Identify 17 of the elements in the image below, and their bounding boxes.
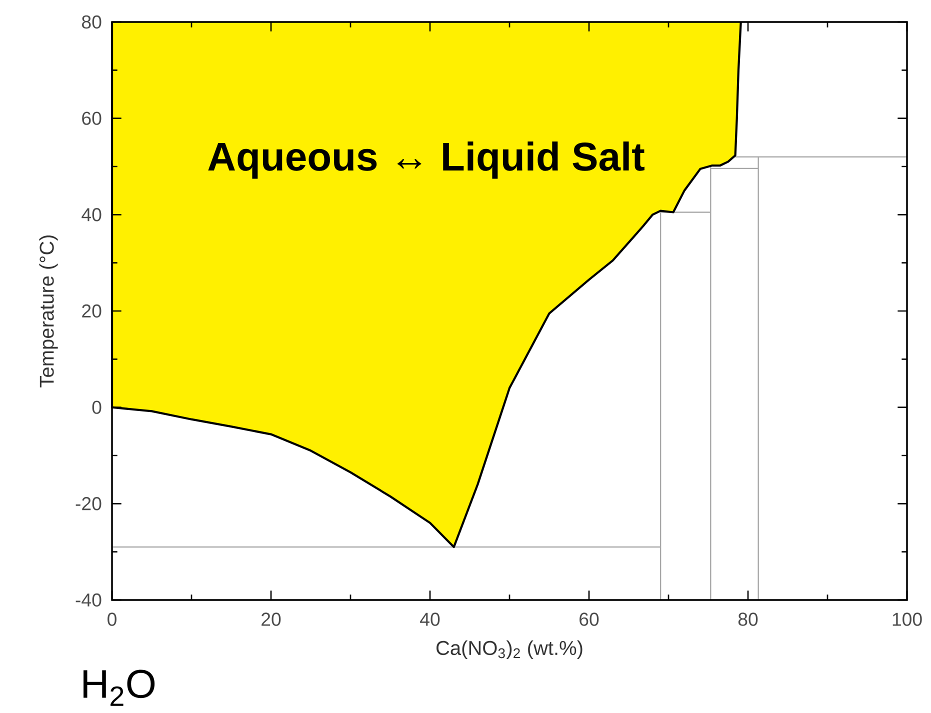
y-tick-label: 40 <box>82 208 102 222</box>
text: H$_{2}$O <box>84 670 155 706</box>
y-tick-label: 0 <box>92 400 102 414</box>
y-tick-label: -20 <box>76 497 102 510</box>
x-tick-label: 100 <box>892 612 922 626</box>
x-tick-label: 20 <box>262 612 281 626</box>
y-tick-label: 60 <box>82 112 102 125</box>
x-tick-label: 60 <box>580 612 599 626</box>
x-tick-label: 0 <box>108 612 116 626</box>
y-tick-label: 20 <box>82 304 102 318</box>
y-tick-label: -40 <box>76 593 102 607</box>
x-tick-label: 80 <box>738 612 758 626</box>
x-axis-title: Ca(NO$_{3}$)$_{2}$ (wt.%) <box>436 640 582 660</box>
y-axis-title: Temperature (°C) <box>39 235 58 388</box>
annotation: Aqueous ↔ Liquid Salt <box>208 141 644 179</box>
x-tick-label: 40 <box>420 612 440 626</box>
y-tick-label: 80 <box>82 15 102 29</box>
